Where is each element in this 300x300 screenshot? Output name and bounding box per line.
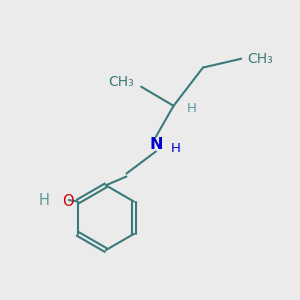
Text: O: O (62, 194, 73, 209)
Text: CH₃: CH₃ (247, 52, 273, 66)
Text: H: H (171, 142, 181, 155)
Text: H: H (187, 102, 197, 115)
Text: H: H (39, 193, 50, 208)
Text: CH₃: CH₃ (108, 75, 134, 89)
Text: N: N (149, 136, 163, 152)
